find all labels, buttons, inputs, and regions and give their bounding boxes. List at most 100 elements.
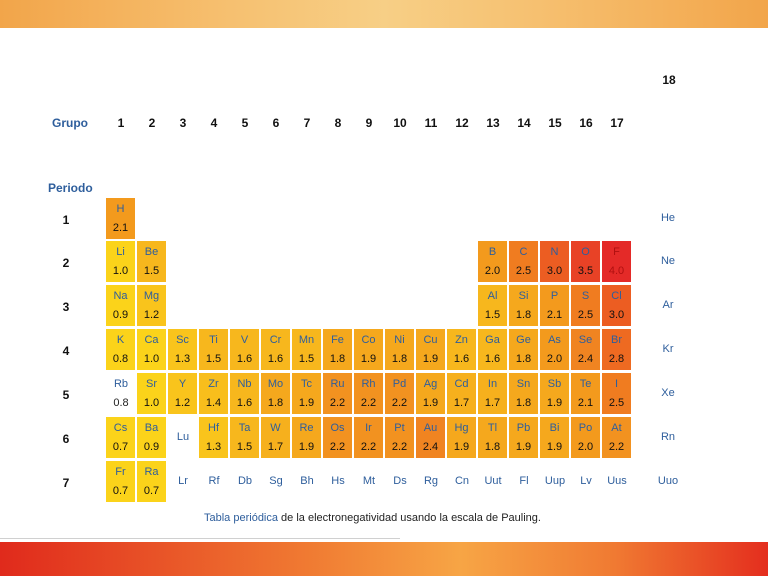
element-symbol: Uut bbox=[484, 475, 502, 487]
element-symbol: Na bbox=[113, 290, 128, 302]
electronegativity-value: 1.2 bbox=[143, 309, 160, 321]
group-number-17: 17 bbox=[610, 116, 624, 130]
electronegativity-value: 1.9 bbox=[422, 353, 439, 365]
element-symbol: Mn bbox=[298, 334, 315, 346]
electronegativity-value: 2.2 bbox=[391, 397, 408, 409]
element-lv: Lv bbox=[571, 461, 601, 503]
element-cs: Cs 0.7 bbox=[106, 417, 136, 459]
element-symbol: Ti bbox=[209, 334, 218, 346]
element-y: Y 1.2 bbox=[168, 373, 198, 415]
element-symbol: Db bbox=[237, 475, 253, 487]
element-rg: Rg bbox=[416, 461, 446, 503]
electronegativity-value: 2.2 bbox=[608, 441, 625, 453]
element-s: S 2.5 bbox=[571, 285, 601, 327]
electronegativity-value: 1.0 bbox=[143, 397, 160, 409]
element-ca: Ca 1.0 bbox=[137, 329, 167, 371]
caption-text: de la electronegatividad usando la escal… bbox=[278, 512, 541, 524]
element-symbol: Au bbox=[423, 422, 438, 434]
element-xe: Xe bbox=[653, 373, 683, 415]
element-cu: Cu 1.9 bbox=[416, 329, 446, 371]
element-symbol: Zn bbox=[455, 334, 468, 346]
electronegativity-value: 0.7 bbox=[143, 485, 160, 497]
element-symbol: Cd bbox=[454, 378, 469, 390]
element-symbol: Cn bbox=[454, 475, 470, 487]
electronegativity-value: 1.8 bbox=[484, 441, 501, 453]
element-symbol: Uuo bbox=[657, 475, 679, 487]
group-label: Grupo bbox=[52, 116, 88, 130]
element-se: Se 2.4 bbox=[571, 329, 601, 371]
element-symbol: Be bbox=[144, 246, 159, 258]
electronegativity-value: 1.5 bbox=[205, 353, 222, 365]
element-symbol: I bbox=[614, 378, 619, 390]
electronegativity-value: 2.4 bbox=[577, 353, 594, 365]
electronegativity-value: 1.9 bbox=[546, 397, 563, 409]
element-symbol: Hg bbox=[454, 422, 469, 434]
element-sn: Sn 1.8 bbox=[509, 373, 539, 415]
element-mg: Mg 1.2 bbox=[137, 285, 167, 327]
electronegativity-value: 1.8 bbox=[515, 397, 532, 409]
element-symbol: At bbox=[611, 422, 622, 434]
element-symbol: Cl bbox=[611, 290, 622, 302]
group-number-16: 16 bbox=[579, 116, 593, 130]
element-symbol: Sn bbox=[516, 378, 531, 390]
electronegativity-value: 1.9 bbox=[453, 441, 470, 453]
element-li: Li 1.0 bbox=[106, 241, 136, 283]
electronegativity-value: 2.2 bbox=[329, 397, 346, 409]
element-symbol: Ra bbox=[144, 466, 159, 478]
element-symbol: Ca bbox=[144, 334, 159, 346]
element-tc: Tc 1.9 bbox=[292, 373, 322, 415]
element-symbol: H bbox=[116, 203, 125, 215]
element-symbol: Te bbox=[579, 378, 592, 390]
electronegativity-value: 1.9 bbox=[515, 441, 532, 453]
element-symbol: Cu bbox=[423, 334, 438, 346]
electronegativity-value: 0.9 bbox=[143, 441, 160, 453]
element-b: B 2.0 bbox=[478, 241, 508, 283]
electronegativity-value: 2.1 bbox=[546, 309, 563, 321]
element-sb: Sb 1.9 bbox=[540, 373, 570, 415]
element-ge: Ge 1.8 bbox=[509, 329, 539, 371]
electronegativity-value: 1.8 bbox=[391, 353, 408, 365]
element-uup: Uup bbox=[540, 461, 570, 503]
electronegativity-value: 1.5 bbox=[484, 309, 501, 321]
caption-link[interactable]: Tabla periódica bbox=[204, 512, 278, 524]
electronegativity-value: 2.0 bbox=[484, 265, 501, 277]
group-number-1: 1 bbox=[117, 116, 125, 130]
electronegativity-value: 0.7 bbox=[112, 485, 129, 497]
element-symbol: Hs bbox=[331, 475, 345, 487]
electronegativity-value: 2.1 bbox=[112, 222, 129, 234]
element-symbol: Rf bbox=[208, 475, 220, 487]
electronegativity-value: 1.2 bbox=[174, 397, 191, 409]
element-symbol: Os bbox=[330, 422, 345, 434]
electronegativity-value: 3.5 bbox=[577, 265, 594, 277]
element-symbol: Ds bbox=[393, 475, 407, 487]
element-symbol: C bbox=[519, 246, 528, 258]
element-symbol: Nb bbox=[237, 378, 252, 390]
element-symbol: O bbox=[581, 246, 590, 258]
electronegativity-value: 0.7 bbox=[112, 441, 129, 453]
electronegativity-value: 2.8 bbox=[608, 353, 625, 365]
element-as: As 2.0 bbox=[540, 329, 570, 371]
element-al: Al 1.5 bbox=[478, 285, 508, 327]
element-ne: Ne bbox=[653, 241, 683, 283]
electronegativity-value: 2.4 bbox=[422, 441, 439, 453]
electronegativity-value: 4.0 bbox=[608, 265, 625, 277]
electronegativity-value: 1.5 bbox=[143, 265, 160, 277]
element-zn: Zn 1.6 bbox=[447, 329, 477, 371]
electronegativity-value: 1.9 bbox=[546, 441, 563, 453]
element-symbol: Bi bbox=[549, 422, 560, 434]
element-symbol: Xe bbox=[661, 387, 675, 399]
element-symbol: Zr bbox=[208, 378, 219, 390]
electronegativity-value: 1.7 bbox=[267, 441, 284, 453]
period-number-5: 5 bbox=[62, 388, 70, 402]
electronegativity-value: 2.2 bbox=[360, 397, 377, 409]
element-si: Si 1.8 bbox=[509, 285, 539, 327]
element-ir: Ir 2.2 bbox=[354, 417, 384, 459]
group-number-4: 4 bbox=[210, 116, 218, 130]
element-symbol: Rh bbox=[361, 378, 376, 390]
element-symbol: Br bbox=[611, 334, 622, 346]
element-symbol: Po bbox=[578, 422, 593, 434]
period-number-6: 6 bbox=[62, 432, 70, 446]
element-symbol: Uup bbox=[544, 475, 566, 487]
element-symbol: Ga bbox=[485, 334, 500, 346]
element-lu: Lu bbox=[168, 417, 198, 459]
